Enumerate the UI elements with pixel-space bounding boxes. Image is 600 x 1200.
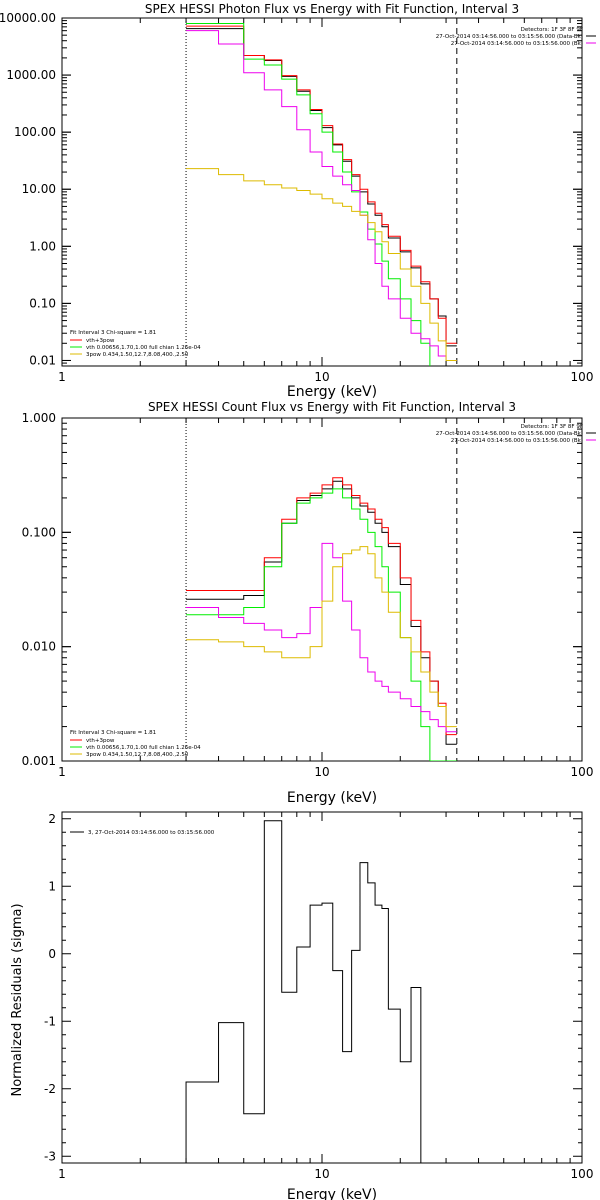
panel-1-title: SPEX HESSI Photon Flux vs Energy with Fi… [145,2,519,16]
panel-1-legend-vth: vth 0.00656,1.70,1.00 full chian 1.26e-0… [86,345,201,351]
panel-2-legend-vth: vth 0.00656,1.70,1.00 full chian 1.26e-0… [86,745,201,751]
y-tick-label: 2 [48,812,56,826]
y-tick-label: 1 [48,879,56,893]
y-tick-label: -1 [44,1014,56,1028]
panel-1-header-data: 27-Oct-2014 03:14:56.000 to 03:15:56.000… [436,34,583,40]
panel-3-plot: 1 10 100 -3 -2 -1 0 1 2 [44,811,594,1181]
panel-1-plot: 1 10 100 0.01 0.10 1.00 10.00 100.00 1000.00 1000… [0,11,596,384]
y-tick-label: 0.01 [29,353,56,367]
y-tick-label: 0 [48,947,56,961]
x-tick-label: 100 [571,765,594,779]
panel-2-plot: 1 10 100 0.001 0.010 0.100 1.000 [22,411,596,779]
y-tick-label: 10000.00 [0,11,56,25]
y-tick-label: -2 [44,1082,56,1096]
y-tick-label: -3 [44,1149,56,1163]
panel-3-legend-interval: 3, 27-Oct-2014 03:14:56.000 to 03:15:56.… [88,830,215,836]
panel-3-series [185,820,422,1163]
panel-2-legend-model: vth+3pow [86,738,115,744]
panel-1-legend-fit: Fit Interval 3 Chi-square = 1.81 [70,330,156,336]
y-tick-label: 100.00 [14,125,56,139]
series-black [185,820,422,1163]
panel-1-series [186,23,457,366]
series-green [186,488,457,761]
y-tick-label: 10.00 [22,182,56,196]
y-tick-label: 1.000 [22,411,56,425]
x-tick-label: 1 [58,1167,66,1181]
x-tick-label: 10 [314,765,329,779]
series-yellow [186,168,457,361]
series-magenta [186,30,457,361]
y-tick-label: 1000.00 [6,68,56,82]
panel-2-header-bk: 27-Oct-2014 03:14:56.000 to 03:15:56.000… [451,438,583,444]
y-tick-label: 0.010 [22,640,56,654]
panel-1-legend-3pow: 3pow 0.434,1.50,12.7,8.08,400.,2.50 [86,352,189,358]
x-tick-label: 10 [314,370,329,384]
panel-2-legend-fit: Fit Interval 3 Chi-square = 1.81 [70,730,156,736]
panel-3-ylabel: Normalized Residuals (sigma) [10,903,25,1096]
series-green [186,23,431,366]
x-tick-label: 1 [58,370,66,384]
panel-residuals: Energy (keV) Normalized Residuals (sigma… [10,830,377,1200]
panel-2-legend-3pow: 3pow 0.434,1.50,12.7,8.08,400.,2.50 [86,752,189,758]
panel-2-header-data: 27-Oct-2014 03:14:56.000 to 03:15:56.000… [436,431,583,437]
x-tick-label: 100 [571,370,594,384]
panel-1-header-bk: 27-Oct-2014 03:14:56.000 to 03:15:56.000… [451,41,583,47]
series-magenta [186,542,457,733]
series-yellow [186,546,457,728]
x-tick-label: 100 [571,1167,594,1181]
y-tick-label: 0.100 [22,525,56,539]
panel-2-header-detectors: Detectors: 1F 3F 8F 9F [521,424,583,430]
panel-2-title: SPEX HESSI Count Flux vs Energy with Fit… [148,400,516,414]
panel-2-series [186,477,457,761]
x-tick-label: 10 [314,1167,329,1181]
y-tick-label: 0.001 [22,754,56,768]
y-tick-label: 1.00 [29,239,56,253]
panel-1-header-detectors: Detectors: 1F 3F 8F 9F [521,27,583,33]
panel-2-xlabel: Energy (keV) [287,790,377,806]
x-tick-label: 1 [58,765,66,779]
panel-1-xlabel: Energy (keV) [287,384,377,400]
panel-count-flux: SPEX HESSI Count Flux vs Energy with Fit… [70,400,583,806]
series-red [186,477,457,736]
y-tick-label: 0.10 [29,296,56,310]
panel-photon-flux: SPEX HESSI Photon Flux vs Energy with Fi… [70,2,583,400]
panel-3-xlabel: Energy (keV) [287,1187,377,1200]
panel-1-legend-model: vth+3pow [86,338,115,344]
